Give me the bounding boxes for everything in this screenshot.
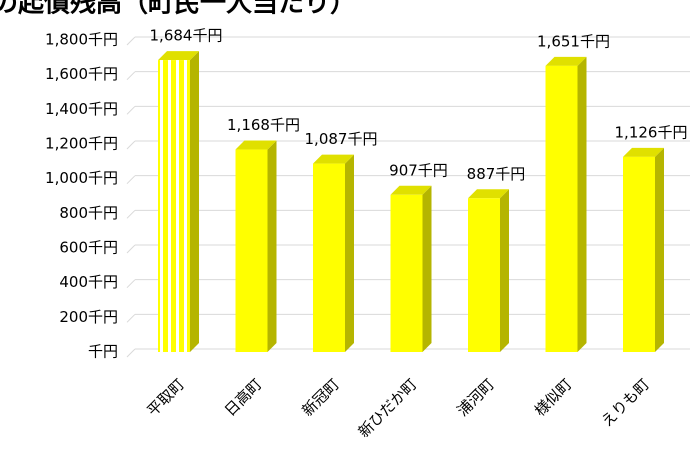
x-tick-label: 浦河町 bbox=[453, 375, 498, 420]
bar-front bbox=[390, 194, 423, 352]
bar bbox=[390, 185, 432, 352]
bar-top bbox=[545, 56, 587, 66]
x-tick-label: えりも町 bbox=[598, 375, 653, 430]
data-label: 907千円 bbox=[389, 161, 448, 179]
chart-title: の起債残高（町民一人当たり） bbox=[0, 0, 356, 19]
data-label: 1,684千円 bbox=[150, 27, 223, 45]
bar bbox=[468, 189, 509, 352]
y-tick-label: 1,800千円 bbox=[45, 31, 118, 49]
y-tick-label: 200千円 bbox=[59, 308, 118, 326]
grid-line bbox=[126, 105, 136, 115]
y-tick-label: 600千円 bbox=[59, 239, 118, 257]
y-tick-label: 1,400千円 bbox=[45, 100, 118, 118]
grid-line bbox=[126, 140, 136, 150]
data-label: 1,168千円 bbox=[227, 116, 300, 134]
x-tick-label: 日高町 bbox=[221, 375, 266, 420]
y-tick-label: 800千円 bbox=[59, 204, 118, 222]
bar-side bbox=[422, 185, 432, 352]
bar-front bbox=[313, 163, 345, 352]
y-tick-label: 1,000千円 bbox=[45, 169, 118, 187]
data-label: 887千円 bbox=[467, 165, 526, 183]
x-tick-label: 平取町 bbox=[143, 375, 188, 420]
grid-line bbox=[126, 71, 136, 81]
y-tick-label: 千円 bbox=[88, 343, 118, 361]
grid-line bbox=[126, 348, 136, 358]
x-tick-label: 新冠町 bbox=[298, 375, 343, 420]
bar-side bbox=[267, 140, 277, 352]
y-tick-label: 1,600千円 bbox=[45, 65, 118, 83]
y-tick-label: 1,200千円 bbox=[45, 135, 118, 153]
data-label: 1,087千円 bbox=[305, 130, 378, 148]
bar bbox=[235, 140, 277, 352]
grid-line bbox=[126, 244, 136, 254]
bar-top bbox=[158, 51, 199, 61]
bar-side bbox=[655, 147, 664, 352]
bar-side bbox=[577, 56, 587, 353]
grid-line bbox=[126, 279, 136, 289]
grid-line bbox=[126, 36, 136, 46]
y-tick-label: 400千円 bbox=[59, 273, 118, 291]
x-tick-label: 様似町 bbox=[531, 375, 576, 420]
grid-line bbox=[126, 175, 136, 185]
bar-side bbox=[190, 51, 199, 353]
bar bbox=[623, 147, 664, 352]
bar-front bbox=[623, 156, 655, 352]
bar bbox=[158, 51, 199, 353]
bar-top bbox=[623, 147, 664, 157]
x-tick-label: 新ひだか町 bbox=[355, 375, 421, 441]
bar-front bbox=[158, 60, 190, 353]
bar-side bbox=[345, 154, 354, 352]
data-label: 1,126千円 bbox=[615, 123, 688, 141]
bar bbox=[545, 56, 587, 353]
bar-side bbox=[500, 189, 509, 352]
bar-top bbox=[235, 140, 277, 150]
bar-front bbox=[235, 149, 268, 352]
bar-front bbox=[468, 198, 500, 352]
bar-top bbox=[390, 185, 432, 195]
bar-front bbox=[545, 65, 578, 353]
grid-line bbox=[126, 209, 136, 219]
bar bbox=[313, 154, 354, 352]
data-label: 1,651千円 bbox=[537, 32, 610, 50]
bar-top bbox=[313, 154, 354, 164]
grid-line bbox=[126, 313, 136, 323]
bar-top bbox=[468, 189, 509, 199]
